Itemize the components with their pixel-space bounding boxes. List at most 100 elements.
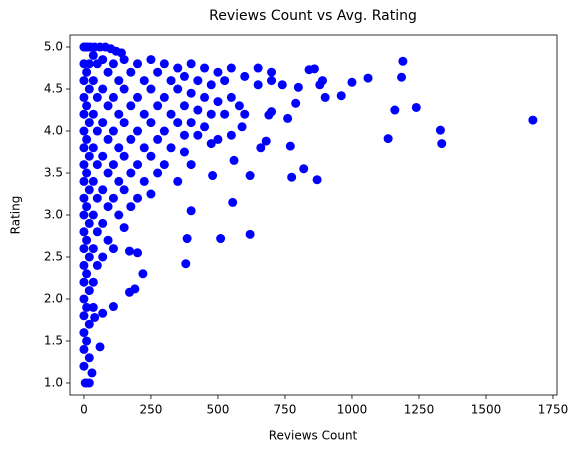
point (88, 244, 98, 254)
point (103, 101, 113, 111)
point (98, 84, 108, 94)
point (88, 210, 98, 220)
point (133, 193, 143, 203)
y-tick-label: 4.5 (44, 82, 63, 96)
point (133, 248, 143, 258)
point (82, 134, 92, 144)
x-axis-label: Reviews Count (269, 429, 358, 443)
point (84, 84, 94, 94)
point (146, 55, 156, 65)
point (92, 193, 102, 203)
point (245, 229, 255, 239)
point (139, 176, 149, 186)
point (108, 193, 118, 203)
point (256, 143, 266, 153)
axes-frame (69, 34, 558, 396)
point (88, 109, 98, 119)
point (186, 160, 196, 170)
y-axis-label: Rating (9, 196, 23, 235)
point (315, 80, 325, 90)
point (200, 63, 210, 73)
point (179, 130, 189, 140)
point (79, 311, 89, 321)
point (159, 160, 169, 170)
point (114, 176, 124, 186)
point (92, 260, 102, 270)
point (126, 202, 136, 212)
point (92, 227, 102, 237)
point (114, 109, 124, 119)
point (82, 235, 92, 245)
point (285, 141, 295, 151)
point (133, 126, 143, 136)
point (153, 168, 163, 178)
point (200, 92, 210, 102)
point (92, 92, 102, 102)
point (261, 136, 271, 146)
y-tick-label: 2.5 (44, 249, 63, 263)
point (108, 302, 118, 312)
x-tick-label: 500 (206, 403, 229, 417)
point (283, 113, 293, 123)
point (383, 134, 393, 144)
point (84, 185, 94, 195)
x-tick-label: 1000 (337, 403, 368, 417)
point (79, 176, 89, 186)
point (153, 67, 163, 77)
point (166, 109, 176, 119)
point (133, 160, 143, 170)
point (90, 312, 100, 322)
point (103, 235, 113, 245)
point (173, 84, 183, 94)
point (437, 139, 447, 149)
point (92, 126, 102, 136)
point (119, 151, 129, 161)
point (126, 101, 136, 111)
point (347, 77, 357, 87)
point (95, 342, 105, 352)
plot-area (79, 42, 538, 388)
point (108, 92, 118, 102)
y-tick-label: 3.5 (44, 166, 63, 180)
point (267, 76, 277, 86)
point (138, 269, 148, 279)
point (126, 134, 136, 144)
point (119, 223, 129, 233)
point (119, 185, 129, 195)
point (304, 65, 314, 75)
point (179, 71, 189, 81)
point (108, 244, 118, 254)
point (92, 160, 102, 170)
x-tick-label: 0 (80, 403, 88, 417)
point (84, 59, 94, 69)
point (84, 252, 94, 262)
point (88, 176, 98, 186)
point (253, 63, 263, 73)
point (82, 168, 92, 178)
y-tick-label: 3.0 (44, 208, 63, 222)
point (79, 126, 89, 136)
point (79, 277, 89, 287)
point (88, 143, 98, 153)
point (82, 101, 92, 111)
point (108, 59, 118, 69)
point (398, 56, 408, 66)
point (98, 218, 108, 228)
point (220, 109, 230, 119)
point (114, 143, 124, 153)
point (87, 368, 97, 378)
point (228, 197, 238, 207)
point (133, 92, 143, 102)
point (146, 84, 156, 94)
point (79, 344, 89, 354)
point (84, 286, 94, 296)
point (79, 143, 89, 153)
point (186, 88, 196, 98)
point (79, 193, 89, 203)
point (240, 71, 250, 81)
point (240, 109, 250, 119)
point (173, 118, 183, 128)
point (182, 234, 192, 244)
